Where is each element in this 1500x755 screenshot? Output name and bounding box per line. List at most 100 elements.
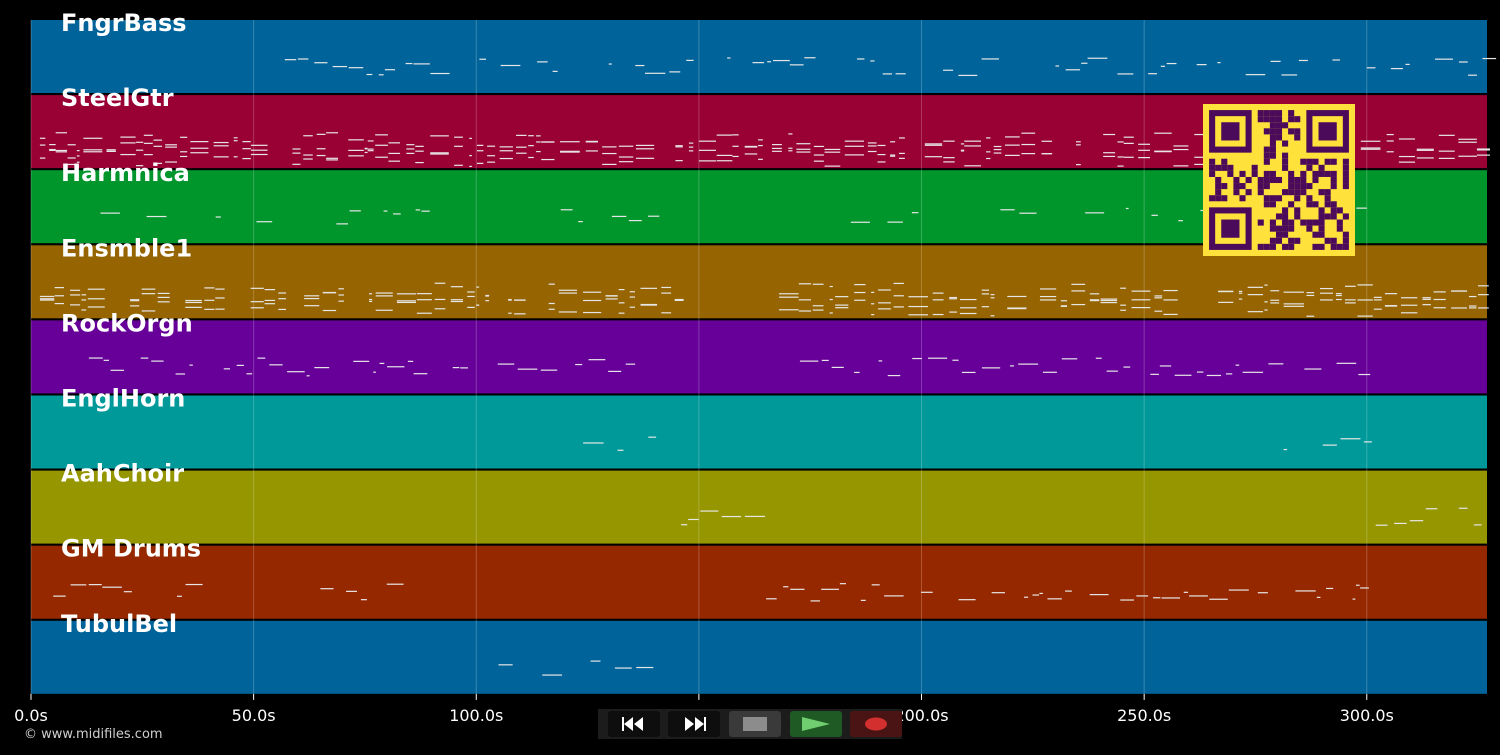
note: [284, 59, 297, 61]
note: [779, 309, 799, 311]
note: [278, 292, 287, 294]
note: [911, 212, 919, 214]
note: [189, 364, 193, 366]
note: [1081, 62, 1088, 64]
note: [141, 310, 156, 312]
record-button[interactable]: [850, 711, 902, 737]
note: [1345, 285, 1356, 287]
note: [366, 73, 373, 76]
note: [67, 163, 76, 166]
note: [120, 136, 136, 138]
note: [1283, 291, 1304, 293]
note: [608, 63, 612, 65]
note: [434, 282, 446, 284]
note: [804, 57, 816, 59]
note: [49, 149, 56, 151]
note: [721, 515, 741, 518]
play-button[interactable]: [790, 711, 842, 737]
copyright-text: © www.midifiles.com: [24, 727, 163, 742]
note: [413, 373, 428, 375]
fast-forward-button[interactable]: [668, 711, 720, 737]
note: [1390, 67, 1403, 70]
note: [618, 289, 625, 291]
note: [1018, 363, 1039, 365]
note: [661, 286, 672, 289]
note: [850, 221, 870, 223]
note: [346, 590, 357, 592]
note: [1352, 598, 1356, 600]
note: [233, 156, 238, 158]
note: [964, 145, 982, 147]
note: [1183, 591, 1189, 593]
note: [1245, 74, 1266, 76]
note: [364, 151, 368, 154]
note: [1451, 307, 1467, 309]
note: [39, 298, 55, 300]
note: [303, 158, 313, 160]
note: [487, 161, 496, 163]
note: [960, 143, 965, 145]
note: [153, 162, 163, 165]
note: [1360, 147, 1381, 149]
note: [1357, 299, 1373, 301]
note: [250, 287, 264, 289]
note: [548, 283, 555, 285]
note: [204, 287, 215, 289]
note: [618, 302, 625, 304]
note: [779, 296, 799, 298]
note: [943, 161, 955, 163]
note: [932, 299, 944, 301]
note: [1004, 136, 1020, 138]
note: [88, 357, 103, 359]
note: [141, 288, 156, 290]
note: [292, 152, 301, 154]
note: [485, 294, 490, 297]
note: [499, 157, 513, 160]
note: [1173, 165, 1189, 167]
note: [1320, 299, 1333, 301]
track-lane: [31, 545, 1487, 619]
note: [1476, 154, 1490, 156]
note: [1131, 306, 1151, 309]
note: [1042, 371, 1057, 373]
note: [628, 219, 642, 222]
note: [986, 157, 991, 160]
note: [990, 297, 995, 299]
note: [608, 370, 622, 373]
note: [798, 310, 812, 312]
note: [629, 306, 635, 308]
note: [242, 157, 251, 160]
note: [854, 291, 866, 294]
note: [958, 599, 976, 601]
rewind-button[interactable]: [608, 711, 660, 737]
note: [369, 293, 373, 295]
note: [367, 140, 374, 142]
note: [932, 292, 944, 294]
note: [839, 583, 846, 585]
note: [1071, 283, 1086, 285]
note: [812, 305, 824, 307]
note: [146, 215, 167, 218]
note: [981, 367, 1001, 369]
note: [952, 359, 959, 361]
note: [415, 161, 424, 164]
note: [548, 302, 555, 305]
note: [1304, 368, 1322, 370]
note: [812, 283, 824, 285]
stop-button[interactable]: [729, 711, 781, 737]
note: [338, 300, 344, 302]
note: [1373, 308, 1382, 310]
note: [250, 307, 264, 309]
note: [497, 363, 515, 365]
note: [39, 144, 46, 146]
note: [215, 288, 225, 290]
note: [454, 136, 463, 138]
note: [981, 58, 1000, 60]
note: [1283, 448, 1288, 451]
note: [1120, 287, 1127, 289]
note: [1366, 67, 1376, 69]
note: [541, 141, 555, 143]
note: [890, 155, 896, 157]
note: [1154, 150, 1172, 152]
note: [326, 159, 339, 161]
